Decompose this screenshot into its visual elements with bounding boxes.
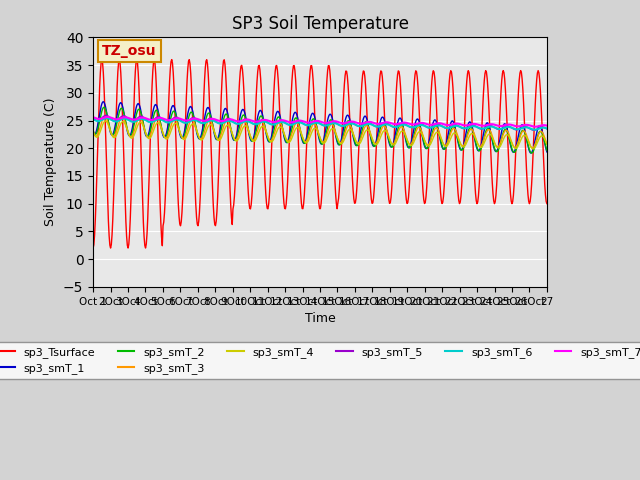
sp3_smT_7 bbox=[104, 114, 111, 120]
sp3_Tsurface bbox=[272, 63, 280, 69]
sp3_Tsurface bbox=[98, 57, 106, 62]
sp3_smT_3 bbox=[250, 137, 257, 143]
sp3_smT_4 bbox=[543, 142, 551, 147]
sp3_smT_3 bbox=[114, 124, 122, 130]
sp3_smT_2 bbox=[250, 138, 257, 144]
sp3_smT_4 bbox=[114, 129, 122, 134]
sp3_smT_2 bbox=[528, 150, 536, 156]
sp3_smT_5 bbox=[114, 117, 122, 122]
sp3_smT_5 bbox=[518, 124, 526, 130]
sp3_smT_4 bbox=[518, 134, 526, 140]
sp3_smT_4 bbox=[231, 137, 239, 143]
Line: sp3_smT_2: sp3_smT_2 bbox=[93, 107, 547, 153]
sp3_smT_3 bbox=[543, 141, 551, 147]
Line: sp3_smT_6: sp3_smT_6 bbox=[93, 118, 547, 130]
sp3_smT_3 bbox=[231, 137, 239, 143]
sp3_smT_1 bbox=[114, 108, 122, 113]
sp3_smT_1 bbox=[99, 99, 107, 105]
sp3_smT_6 bbox=[272, 121, 280, 127]
sp3_Tsurface bbox=[89, 245, 97, 251]
Line: sp3_smT_1: sp3_smT_1 bbox=[93, 102, 547, 153]
sp3_Tsurface bbox=[309, 77, 317, 83]
Line: sp3_Tsurface: sp3_Tsurface bbox=[93, 60, 547, 248]
sp3_smT_2 bbox=[518, 128, 526, 133]
sp3_smT_1 bbox=[272, 112, 280, 118]
sp3_smT_6 bbox=[543, 126, 551, 132]
X-axis label: Time: Time bbox=[305, 312, 335, 325]
sp3_smT_3 bbox=[518, 129, 526, 135]
Title: SP3 Soil Temperature: SP3 Soil Temperature bbox=[232, 15, 408, 33]
sp3_smT_5 bbox=[89, 115, 97, 120]
sp3_smT_3 bbox=[309, 121, 317, 127]
sp3_smT_1 bbox=[89, 129, 97, 135]
sp3_smT_7 bbox=[114, 116, 122, 122]
sp3_smT_2 bbox=[100, 104, 108, 110]
sp3_smT_1 bbox=[527, 150, 534, 156]
sp3_Tsurface bbox=[518, 76, 526, 82]
sp3_smT_7 bbox=[518, 123, 526, 129]
sp3_Tsurface bbox=[543, 201, 551, 206]
sp3_smT_2 bbox=[114, 115, 122, 121]
sp3_smT_7 bbox=[543, 123, 551, 129]
sp3_smT_1 bbox=[309, 110, 317, 116]
sp3_smT_1 bbox=[250, 135, 257, 141]
sp3_smT_1 bbox=[518, 122, 526, 128]
sp3_smT_3 bbox=[272, 125, 280, 131]
sp3_smT_6 bbox=[309, 120, 317, 126]
sp3_smT_6 bbox=[103, 115, 111, 121]
sp3_smT_5 bbox=[309, 119, 317, 125]
sp3_smT_6 bbox=[250, 121, 257, 127]
sp3_smT_5 bbox=[543, 126, 551, 132]
sp3_smT_2 bbox=[272, 119, 280, 125]
sp3_smT_5 bbox=[530, 127, 538, 133]
sp3_smT_2 bbox=[231, 138, 239, 144]
sp3_smT_3 bbox=[529, 145, 536, 151]
sp3_smT_5 bbox=[231, 120, 239, 126]
sp3_smT_4 bbox=[272, 131, 280, 136]
sp3_smT_6 bbox=[89, 116, 97, 122]
sp3_smT_4 bbox=[309, 127, 317, 132]
sp3_Tsurface bbox=[250, 164, 257, 170]
Line: sp3_smT_4: sp3_smT_4 bbox=[93, 121, 547, 149]
Legend: sp3_Tsurface, sp3_smT_1, sp3_smT_2, sp3_smT_3, sp3_smT_4, sp3_smT_5, sp3_smT_6, : sp3_Tsurface, sp3_smT_1, sp3_smT_2, sp3_… bbox=[0, 342, 640, 379]
sp3_smT_6 bbox=[114, 118, 122, 124]
sp3_smT_4 bbox=[529, 146, 537, 152]
sp3_smT_4 bbox=[250, 138, 257, 144]
sp3_smT_7 bbox=[250, 119, 257, 124]
sp3_smT_7 bbox=[309, 119, 317, 124]
sp3_smT_2 bbox=[89, 127, 97, 133]
sp3_smT_5 bbox=[250, 121, 257, 127]
Line: sp3_smT_5: sp3_smT_5 bbox=[93, 115, 547, 130]
sp3_smT_7 bbox=[272, 119, 280, 125]
sp3_smT_5 bbox=[272, 120, 280, 125]
sp3_smT_5 bbox=[102, 112, 110, 118]
sp3_smT_7 bbox=[89, 114, 97, 120]
Line: sp3_smT_7: sp3_smT_7 bbox=[93, 117, 547, 127]
sp3_smT_6 bbox=[518, 125, 526, 131]
Line: sp3_smT_3: sp3_smT_3 bbox=[93, 117, 547, 148]
sp3_smT_2 bbox=[309, 116, 317, 122]
sp3_smT_3 bbox=[101, 114, 109, 120]
sp3_smT_2 bbox=[543, 148, 551, 154]
Y-axis label: Soil Temperature (C): Soil Temperature (C) bbox=[44, 98, 58, 227]
sp3_smT_7 bbox=[231, 118, 239, 123]
sp3_Tsurface bbox=[231, 181, 239, 187]
sp3_Tsurface bbox=[114, 69, 122, 74]
sp3_smT_4 bbox=[102, 118, 109, 124]
sp3_smT_3 bbox=[89, 128, 97, 134]
sp3_smT_6 bbox=[231, 120, 239, 126]
sp3_smT_4 bbox=[89, 128, 97, 134]
sp3_smT_1 bbox=[543, 149, 551, 155]
sp3_smT_1 bbox=[231, 137, 239, 143]
sp3_smT_6 bbox=[531, 127, 538, 132]
sp3_smT_7 bbox=[531, 124, 539, 130]
Text: TZ_osu: TZ_osu bbox=[102, 44, 157, 58]
